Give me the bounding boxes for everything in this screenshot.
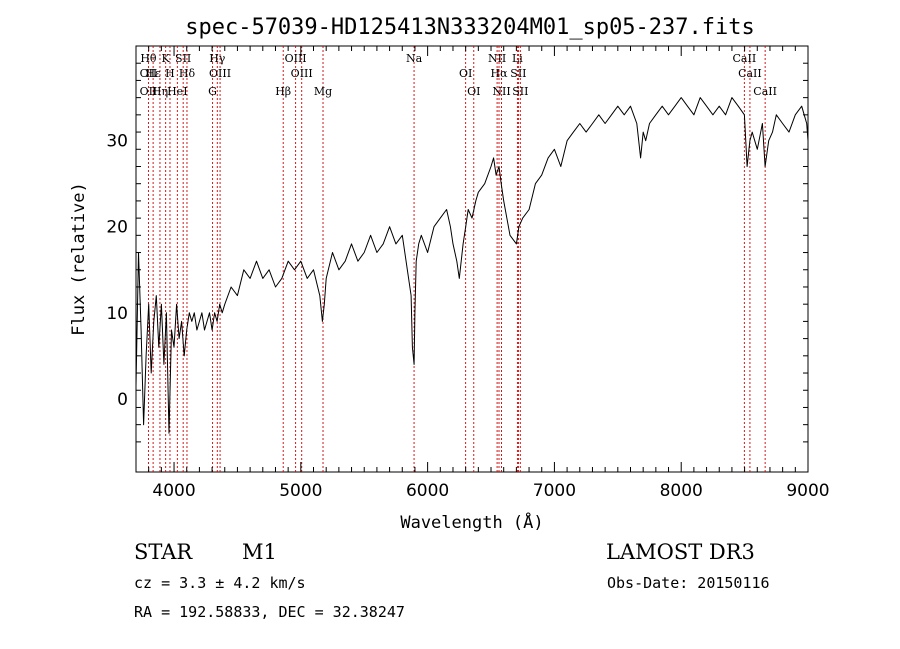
line-label: CaII: [738, 67, 762, 80]
line-label: Hε: [145, 67, 161, 80]
line-label: Hη: [152, 85, 168, 98]
observation-date: Obs-Date: 20150116: [607, 574, 770, 592]
object-class: STAR: [134, 540, 193, 564]
line-label: K: [162, 52, 171, 65]
line-label: Hθ: [140, 52, 157, 65]
line-label: OII: [140, 85, 158, 98]
line-label: OI: [459, 67, 472, 80]
line-label: SII: [510, 67, 526, 80]
line-label: G: [208, 85, 217, 98]
line-label: H: [165, 67, 175, 80]
y-tick-label: 10: [106, 304, 128, 324]
line-label: Hγ: [209, 52, 226, 65]
plot-frame: [135, 45, 809, 473]
line-label: NII: [488, 52, 506, 65]
y-tick-label: 20: [106, 218, 128, 238]
survey-name: LAMOST DR3: [606, 540, 755, 564]
spectrum-series: [135, 97, 809, 434]
object-subclass: M1: [242, 540, 277, 564]
y-tick-label: 0: [117, 390, 128, 410]
y-tick-label: 30: [106, 132, 128, 152]
redshift-value: cz = 3.3 ± 4.2 km/s: [134, 574, 306, 592]
spectral-line-markers: [147, 46, 766, 472]
x-tick-label: 4000: [152, 481, 195, 501]
x-tick-label: 9000: [786, 481, 829, 501]
line-label: OII: [140, 67, 158, 80]
x-tick-label: 5000: [279, 481, 322, 501]
line-label: Hδ: [179, 67, 196, 80]
line-label: Mg: [314, 85, 332, 98]
x-tick-label: 8000: [660, 481, 703, 501]
line-label: SII: [512, 85, 528, 98]
line-label: OI: [467, 85, 480, 98]
line-label: OIII: [291, 67, 313, 80]
x-axis-label: Wavelength (Å): [400, 511, 543, 533]
spectrum-line: [135, 97, 809, 434]
line-label: Hβ: [275, 85, 291, 98]
coordinates: RA = 192.58833, DEC = 32.38247: [134, 603, 405, 621]
y-axis-label: Flux (relative): [69, 182, 89, 336]
line-label: OIII: [209, 67, 231, 80]
line-label: CaII: [753, 85, 777, 98]
line-label: OIII: [285, 52, 307, 65]
x-axis-ticks: 4000 5000 6000 7000 8000 9000: [148, 46, 830, 501]
x-tick-label: 6000: [406, 481, 449, 501]
line-label: HeI: [167, 85, 187, 98]
line-label: SII: [175, 52, 191, 65]
line-label: NII: [492, 85, 510, 98]
y-axis-ticks: 0 10 20 30: [106, 62, 808, 443]
spectral-line-labels: HθOIIOIIHεHηKHHeISIIHδGHγOIIIHβOIIIOIIIM…: [140, 52, 777, 98]
line-label: Hα: [490, 67, 508, 80]
x-tick-label: 7000: [533, 481, 576, 501]
chart-title: spec-57039-HD125413N333204M01_sp05-237.f…: [185, 15, 755, 40]
line-label: Na: [406, 52, 423, 65]
line-label: Li: [512, 52, 523, 65]
line-label: CaII: [733, 52, 757, 65]
